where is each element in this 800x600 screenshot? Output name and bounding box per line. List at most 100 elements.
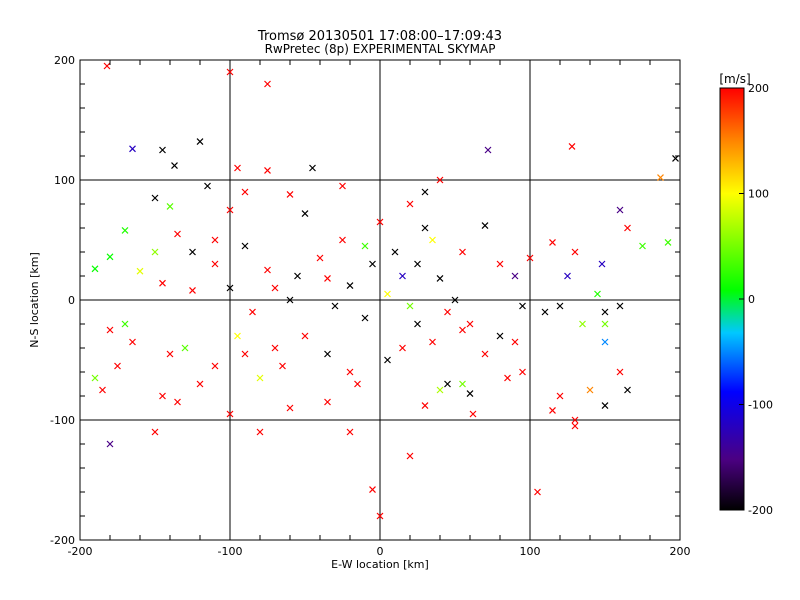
scatter-point	[279, 362, 286, 370]
scatter-point	[226, 68, 234, 76]
scatter-point	[568, 142, 576, 150]
scatter-point	[466, 390, 474, 398]
colorbar-ticks: 200 100 0 -100 -200	[739, 82, 773, 517]
scatter-point	[466, 320, 474, 328]
chart-title: Tromsø 20130501 17:08:00–17:09:43	[257, 29, 502, 44]
scatter-point	[444, 308, 451, 316]
scatter-point	[541, 308, 549, 316]
scatter-point	[166, 350, 174, 358]
scatter-point	[151, 194, 159, 202]
scatter-point	[339, 236, 346, 244]
scatter-point	[286, 190, 294, 198]
colorbar-label: [m/s]	[719, 72, 750, 86]
scatter-point	[103, 62, 111, 70]
x-tick-label: 100	[520, 545, 541, 558]
scatter-point	[324, 398, 331, 406]
scatter-point	[571, 416, 579, 424]
scatter-point	[414, 320, 421, 328]
scatter-point	[511, 338, 519, 346]
scatter-point	[504, 374, 511, 382]
scatter-point	[189, 248, 196, 256]
scatter-point	[519, 302, 526, 310]
scatter-point	[346, 428, 354, 436]
scatter-point	[241, 242, 249, 250]
scatter-point	[361, 242, 369, 250]
scatter-point	[616, 206, 624, 214]
scatter-point	[519, 368, 526, 376]
x-tick-label: -100	[218, 545, 243, 558]
scatter-point	[451, 296, 459, 304]
scatter-point	[189, 286, 196, 294]
scatter-point	[639, 242, 646, 250]
scatter-point	[391, 248, 399, 256]
scatter-point	[481, 350, 489, 358]
scatter-point	[99, 386, 106, 394]
scatter-point	[181, 344, 189, 352]
scatter-point	[234, 164, 241, 172]
scatter-point	[241, 350, 249, 358]
scatter-point	[429, 236, 436, 244]
scatter-point	[354, 380, 361, 388]
scatter-point	[436, 386, 444, 394]
scatter-point	[121, 226, 129, 234]
scatter-point	[264, 80, 271, 88]
x-tick-label: 200	[670, 545, 691, 558]
scatter-point	[331, 302, 339, 310]
scatter-point	[121, 320, 129, 328]
scatter-point	[339, 182, 346, 190]
scatter-point	[399, 344, 406, 352]
scatter-point	[159, 279, 166, 287]
plot-area	[80, 60, 680, 540]
scatter-point	[586, 386, 594, 394]
scatter-point	[129, 145, 136, 153]
scatter-point	[196, 380, 204, 388]
scatter-point	[421, 224, 429, 232]
scatter-point	[436, 176, 444, 184]
scatter-point	[598, 260, 606, 268]
scatter-point	[421, 402, 429, 410]
scatter-point	[616, 302, 624, 310]
scatter-point	[579, 320, 586, 328]
scatter-point	[369, 486, 376, 494]
scatter-point	[151, 428, 159, 436]
scatter-point	[481, 222, 489, 230]
scatter-point	[211, 362, 219, 370]
scatter-point	[429, 338, 436, 346]
scatter-point	[264, 166, 271, 174]
scatter-point	[159, 146, 166, 154]
y-axis-label: N-S location [km]	[28, 252, 41, 348]
scatter-point	[601, 338, 609, 346]
y-tick-label: -200	[50, 534, 75, 547]
scatter-point	[556, 392, 564, 400]
scatter-point	[376, 512, 384, 520]
colorbar-tick-label: 100	[748, 188, 769, 201]
scatter-point	[511, 272, 519, 280]
scatter-point	[361, 314, 369, 322]
scatter-point	[601, 308, 609, 316]
scatter-point	[301, 210, 309, 218]
scatter-point	[571, 422, 579, 430]
scatter-point	[316, 254, 324, 262]
scatter-point	[384, 290, 391, 298]
scatter-point	[406, 452, 414, 460]
scatter-point	[376, 218, 384, 226]
colorbar-tick-label: 200	[748, 82, 769, 95]
data-points	[91, 62, 679, 520]
scatter-point	[91, 265, 99, 273]
scatter-point	[406, 200, 414, 208]
colorbar-tick-label: 0	[748, 293, 755, 306]
scatter-point	[271, 284, 279, 292]
x-tick-label: -200	[68, 545, 93, 558]
scatter-point	[226, 410, 234, 418]
scatter-point	[151, 248, 159, 256]
scatter-point	[174, 398, 181, 406]
scatter-point	[534, 488, 541, 496]
scatter-point	[664, 238, 672, 246]
scatter-point	[496, 332, 504, 340]
y-tick-label: -100	[50, 414, 75, 427]
scatter-point	[286, 296, 294, 304]
scatter-point	[226, 284, 234, 292]
scatter-point	[556, 302, 564, 310]
scatter-point	[594, 290, 601, 298]
scatter-point	[346, 368, 354, 376]
